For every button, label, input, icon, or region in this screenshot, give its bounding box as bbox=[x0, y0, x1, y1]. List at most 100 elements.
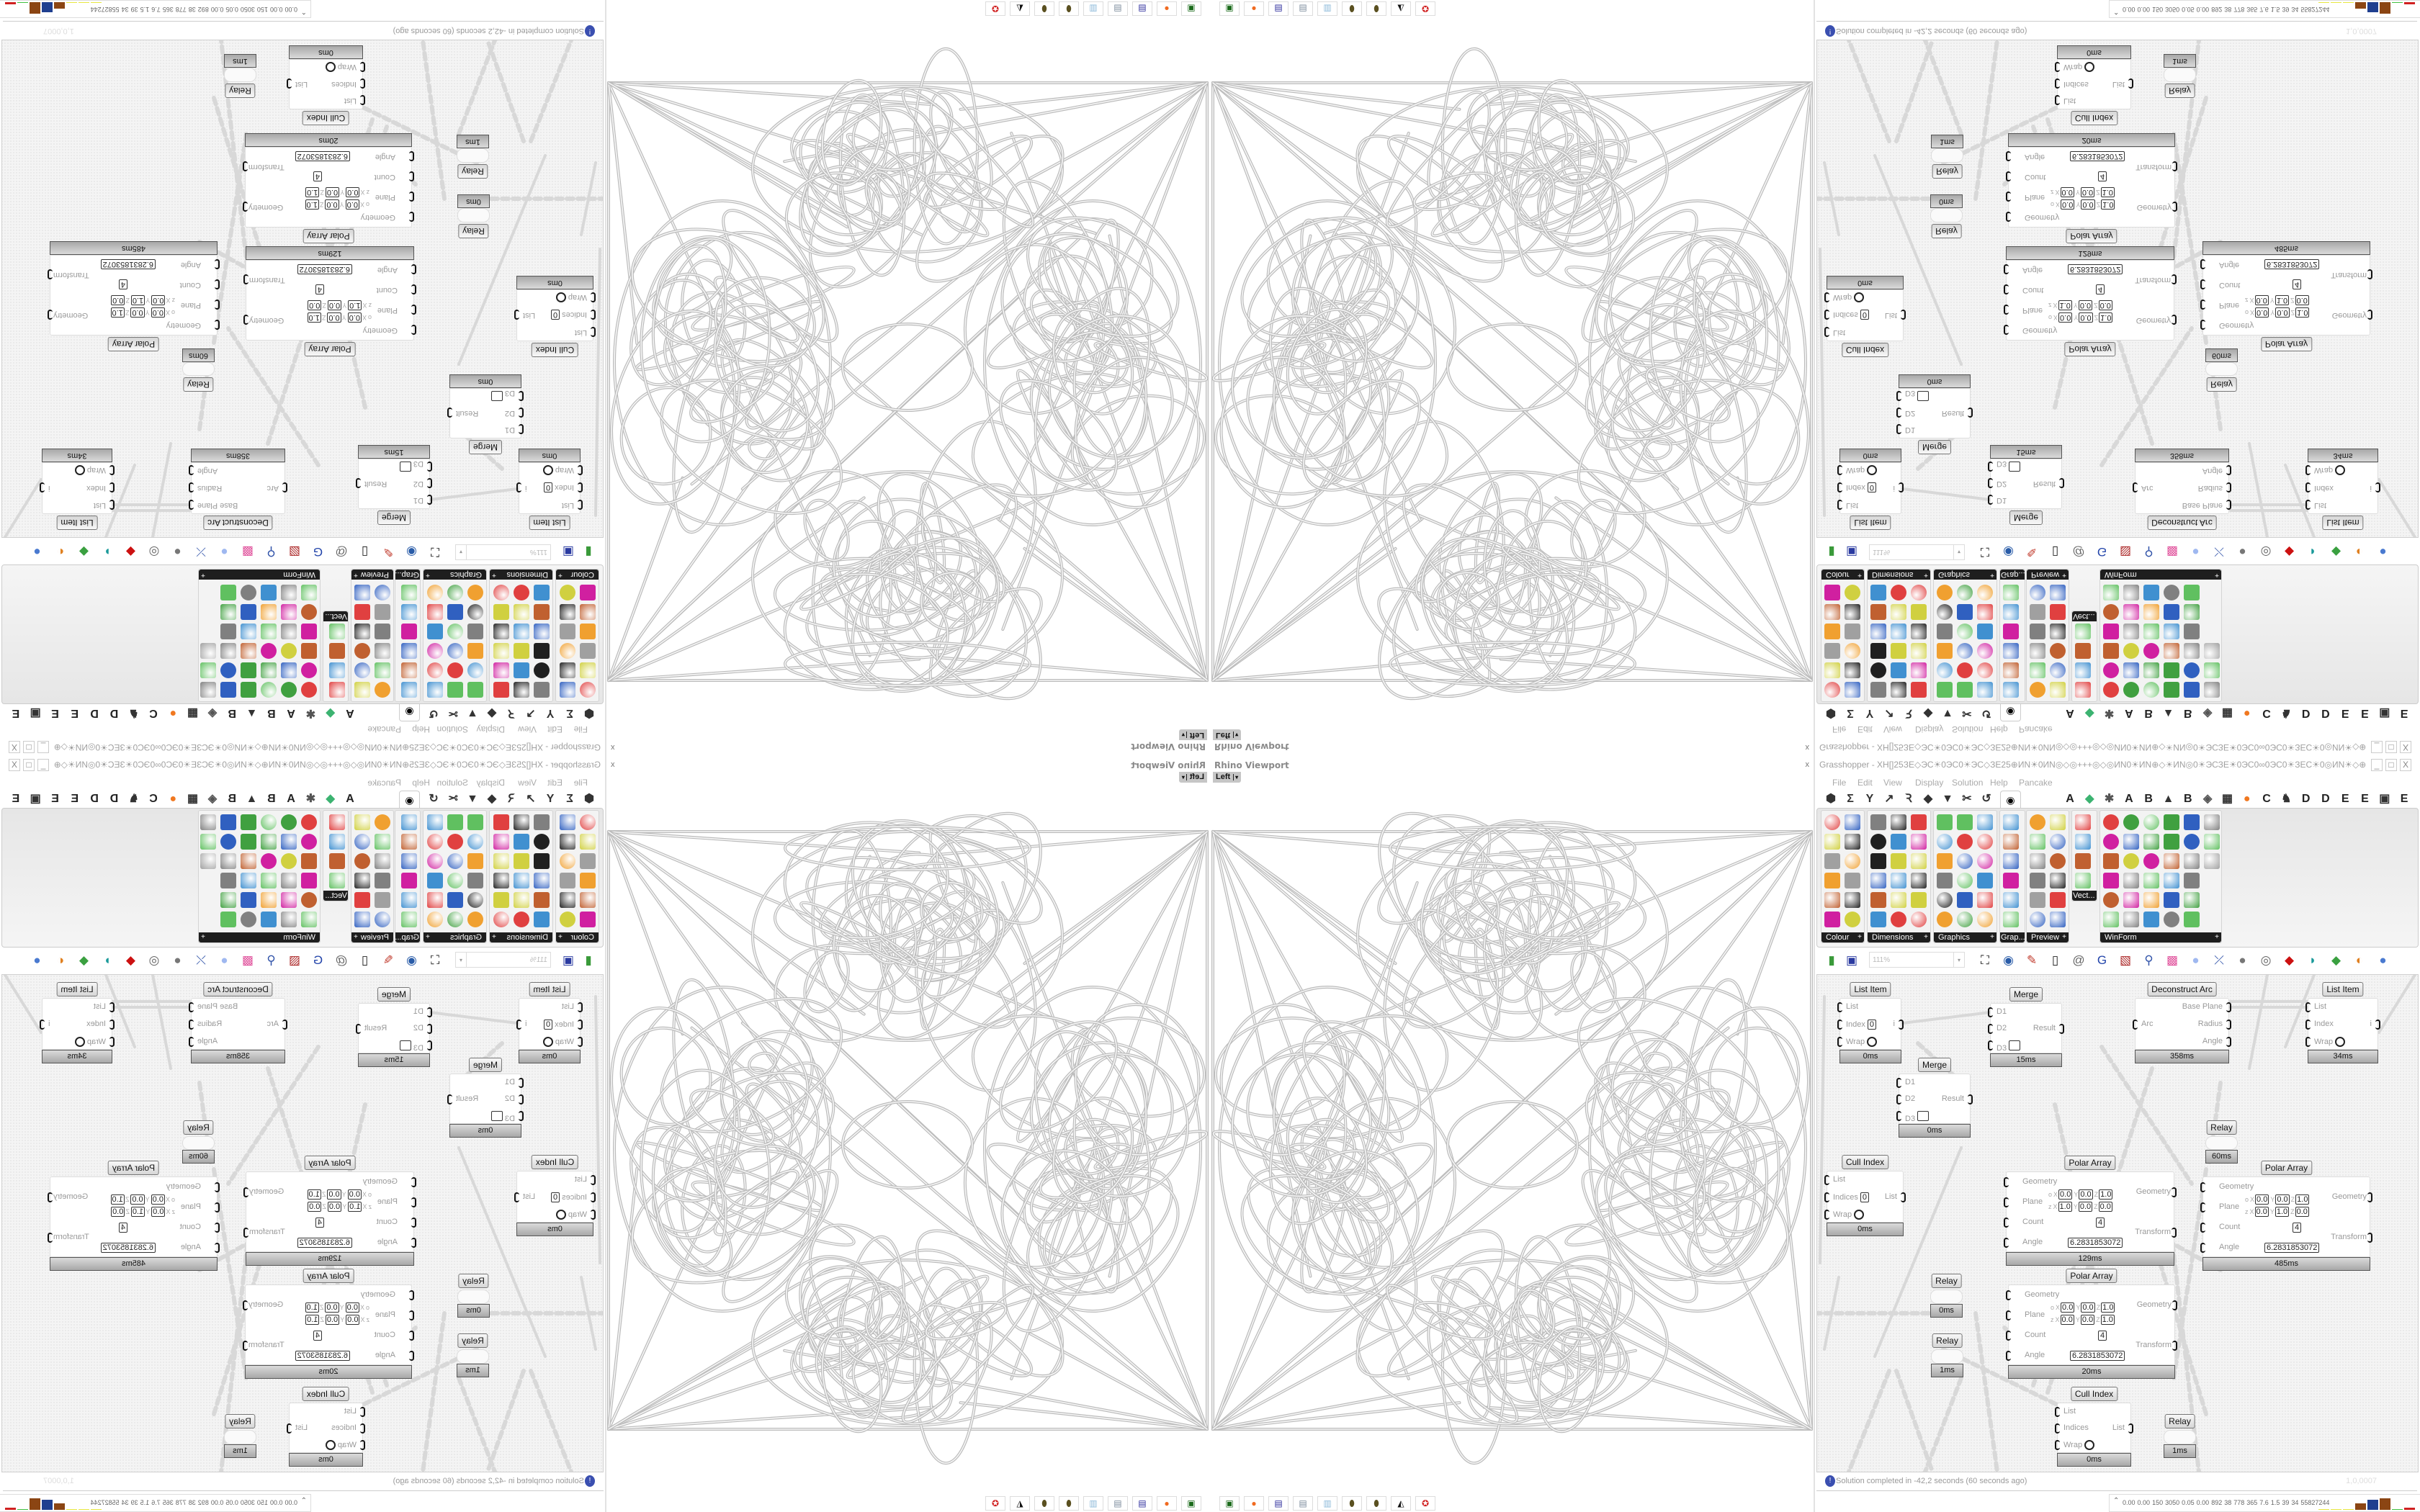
param-value[interactable]: 0 bbox=[1860, 310, 1869, 320]
component-tool-icon[interactable] bbox=[467, 853, 483, 869]
component-tool-icon[interactable] bbox=[281, 873, 297, 888]
mesh-icon[interactable]: ▼ bbox=[1942, 793, 1953, 805]
component-tool-icon[interactable] bbox=[447, 643, 463, 659]
view-selector[interactable]: Left▾ bbox=[1213, 729, 1242, 740]
param-value[interactable]: 0 bbox=[1860, 1192, 1869, 1202]
component-tool-icon[interactable] bbox=[467, 624, 483, 639]
component-tool-icon[interactable] bbox=[1824, 585, 1840, 600]
component-tool-icon[interactable] bbox=[2030, 912, 2045, 927]
node-title[interactable]: Relay bbox=[458, 1274, 489, 1288]
component-tool-icon[interactable] bbox=[493, 585, 509, 600]
chain-icon[interactable]: ◎ bbox=[148, 545, 160, 559]
output-grip[interactable] bbox=[2172, 161, 2177, 171]
component-tool-icon[interactable] bbox=[1911, 682, 1927, 698]
terminal-icon[interactable]: ▣ bbox=[1219, 1496, 1240, 1511]
checkbox[interactable] bbox=[2009, 1040, 2021, 1051]
node-title[interactable]: Relay bbox=[457, 1333, 488, 1348]
component-tool-icon[interactable] bbox=[2050, 624, 2066, 639]
input-grip[interactable] bbox=[215, 279, 220, 289]
panel-label[interactable]: Grap... bbox=[395, 932, 420, 942]
node-title[interactable]: Polar Array bbox=[302, 229, 354, 243]
wrap-toggle[interactable] bbox=[2335, 1037, 2346, 1047]
component-tool-icon[interactable] bbox=[1824, 604, 1840, 620]
component-tool-icon[interactable] bbox=[2164, 814, 2179, 830]
component-tool-icon[interactable] bbox=[1845, 853, 1860, 869]
component-tool-icon[interactable] bbox=[534, 643, 550, 659]
orange-ball-icon[interactable]: ● bbox=[169, 793, 177, 805]
component-tool-icon[interactable] bbox=[2003, 834, 2019, 850]
node-title[interactable]: Relay bbox=[2164, 1414, 2195, 1428]
orange-ball-icon[interactable]: ● bbox=[2243, 793, 2251, 805]
node-title[interactable]: Polar Array bbox=[107, 1161, 160, 1175]
blue-sphere-icon[interactable]: ● bbox=[33, 545, 41, 559]
input-grip[interactable] bbox=[411, 284, 416, 294]
output-grip[interactable] bbox=[356, 478, 361, 488]
component-tool-icon[interactable] bbox=[427, 912, 443, 927]
component-tool-icon[interactable] bbox=[1977, 624, 1993, 639]
component-tool-icon[interactable] bbox=[200, 643, 216, 659]
component-tool-icon[interactable] bbox=[2103, 873, 2119, 888]
input-grip[interactable] bbox=[360, 1423, 365, 1434]
component-tool-icon[interactable] bbox=[2075, 624, 2091, 639]
green-crystal-icon[interactable]: ◆ bbox=[326, 707, 335, 719]
component-tool-icon[interactable] bbox=[560, 814, 575, 830]
component-tool-icon[interactable] bbox=[1891, 873, 1906, 888]
tab-a-icon[interactable]: A bbox=[346, 793, 354, 805]
component-tool-icon[interactable] bbox=[427, 892, 443, 908]
tab-d2-icon[interactable]: D bbox=[90, 707, 99, 719]
component-tool-icon[interactable] bbox=[2030, 853, 2045, 869]
surface-icon[interactable]: ◆ bbox=[1923, 707, 1933, 719]
component-tool-icon[interactable] bbox=[534, 662, 550, 678]
component-tool-icon[interactable] bbox=[354, 604, 370, 620]
output-grip[interactable] bbox=[514, 310, 519, 320]
input-grip[interactable] bbox=[2006, 1310, 2011, 1320]
node-title[interactable]: Relay bbox=[183, 377, 214, 392]
penguin-icon[interactable]: ◭ bbox=[1010, 1496, 1030, 1511]
node-title[interactable]: Merge bbox=[377, 510, 411, 525]
param-value[interactable]: 4 bbox=[315, 1218, 324, 1228]
plane-value[interactable]: 1.0 bbox=[2099, 1189, 2113, 1200]
plane-value[interactable]: 1.0 bbox=[305, 1302, 319, 1313]
component-tool-icon[interactable] bbox=[2030, 643, 2045, 659]
component-tool-icon[interactable] bbox=[401, 892, 417, 908]
plane-value[interactable]: 0.0 bbox=[2275, 1194, 2290, 1205]
component-tool-icon[interactable] bbox=[427, 834, 443, 850]
component-tool-icon[interactable] bbox=[1845, 912, 1860, 927]
component-tool-icon[interactable] bbox=[427, 814, 443, 830]
node-list-item[interactable]: List Item List Index Wrap i 34ms bbox=[40, 449, 115, 530]
component-tool-icon[interactable] bbox=[241, 853, 256, 869]
tab-b-icon[interactable]: B bbox=[2144, 707, 2153, 719]
eye-display-icon[interactable]: ◉ bbox=[2000, 702, 2021, 721]
node-title[interactable]: Relay bbox=[2164, 84, 2195, 98]
component-tool-icon[interactable] bbox=[2123, 624, 2139, 639]
component-tool-icon[interactable] bbox=[1911, 892, 1927, 908]
plane-value[interactable]: 0.0 bbox=[2060, 1315, 2074, 1325]
maximize-button[interactable]: □ bbox=[2385, 741, 2397, 753]
component-tool-icon[interactable] bbox=[580, 853, 596, 869]
component-tool-icon[interactable] bbox=[200, 814, 216, 830]
component-tool-icon[interactable] bbox=[301, 643, 317, 659]
scroll-icon[interactable]: ▤ bbox=[1293, 1, 1313, 16]
plane-value[interactable]: 0.0 bbox=[2255, 1194, 2269, 1205]
component-tool-icon[interactable] bbox=[1957, 853, 1973, 869]
component-tool-icon[interactable] bbox=[447, 834, 463, 850]
input-grip[interactable] bbox=[1824, 327, 1829, 337]
component-tool-icon[interactable] bbox=[1977, 585, 1993, 600]
input-grip[interactable] bbox=[215, 1202, 220, 1212]
component-tool-icon[interactable] bbox=[1977, 853, 1993, 869]
component-tool-icon[interactable] bbox=[1824, 662, 1840, 678]
input-grip[interactable] bbox=[519, 1094, 524, 1104]
node-relay[interactable]: Relay 1ms bbox=[1931, 135, 1963, 179]
param-value[interactable]: 4 bbox=[2098, 171, 2107, 181]
input-grip[interactable] bbox=[1988, 1040, 1993, 1051]
dotted-square-icon[interactable]: ▣ bbox=[2379, 793, 2390, 805]
penguin-icon[interactable]: ◭ bbox=[1010, 1, 1030, 16]
minimize-button[interactable]: _ bbox=[2371, 759, 2383, 771]
input-grip[interactable] bbox=[282, 482, 287, 492]
component-tool-icon[interactable] bbox=[2030, 604, 2045, 620]
component-tool-icon[interactable] bbox=[375, 834, 390, 850]
input-grip[interactable] bbox=[2133, 1020, 2138, 1030]
component-tool-icon[interactable] bbox=[467, 585, 483, 600]
